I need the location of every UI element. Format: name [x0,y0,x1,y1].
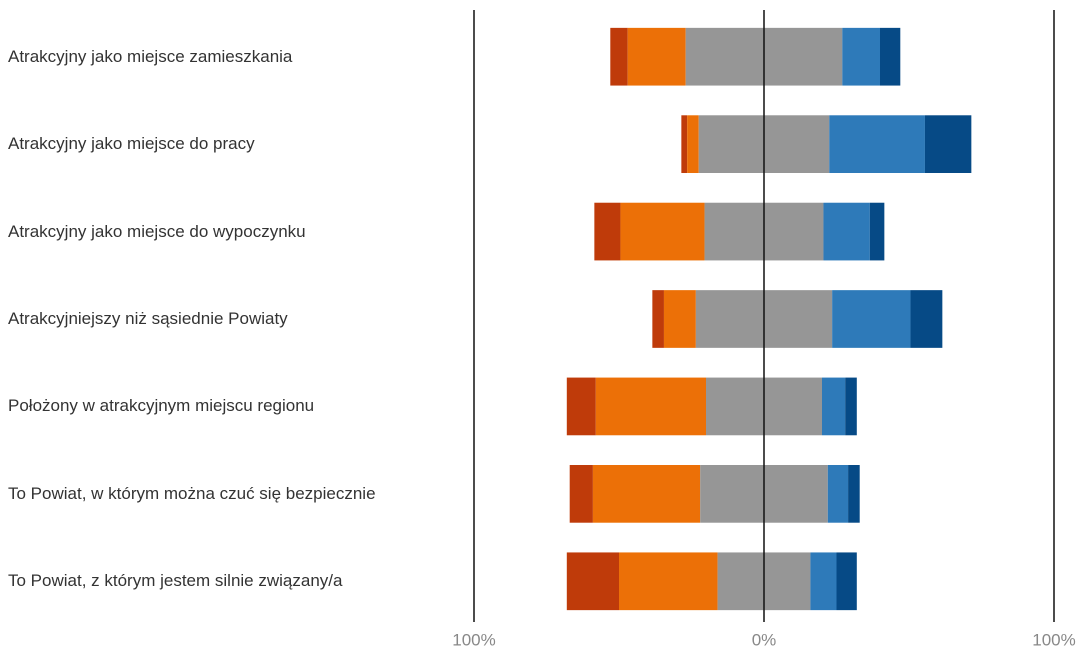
x-tick-label: 100% [452,630,495,649]
bar-segment [842,27,880,86]
x-tick-label: 0% [752,630,777,649]
bar-segment [663,290,696,348]
bar-segment [592,465,701,523]
bar-segment [832,290,911,348]
bar-segment [910,290,943,348]
bar-segment [827,465,849,523]
bar-segment [681,115,688,173]
bar-segment [924,115,972,173]
category-label: Atrakcyjny jako miejsce do wypoczynku [8,221,306,241]
bar-segment [845,377,857,436]
bar-segment [566,552,619,611]
bar-segment [869,202,885,261]
bar-segment [619,552,718,611]
bar-segment [594,202,621,261]
bar-segment [822,377,846,436]
bar-segment [810,552,837,611]
bar-segment [620,202,705,261]
category-label: Atrakcyjniejszy niż sąsiednie Powiaty [8,309,288,328]
bar-segment [836,552,857,611]
bar-segment [687,115,699,173]
bar-segment [823,202,870,261]
x-tick-label: 100% [1032,630,1075,649]
bar-segment [610,27,628,86]
bar-segment [848,465,860,523]
category-label: Atrakcyjny jako miejsce do pracy [8,134,255,154]
bar-segment [880,27,901,86]
bar-segment [829,115,925,173]
category-label: To Powiat, w którym można czuć się bezpi… [8,483,376,503]
bar-segment [566,377,596,436]
category-label: Położony w atrakcyjnym miejscu regionu [8,396,315,416]
bar-segment [569,465,593,523]
category-label: Atrakcyjny jako miejsce zamieszkania [8,46,293,66]
bar-segment [627,27,686,86]
bar-segment [595,377,706,436]
bar-segment [652,290,664,348]
category-label: To Powiat, z którym jestem silnie związa… [8,571,343,591]
